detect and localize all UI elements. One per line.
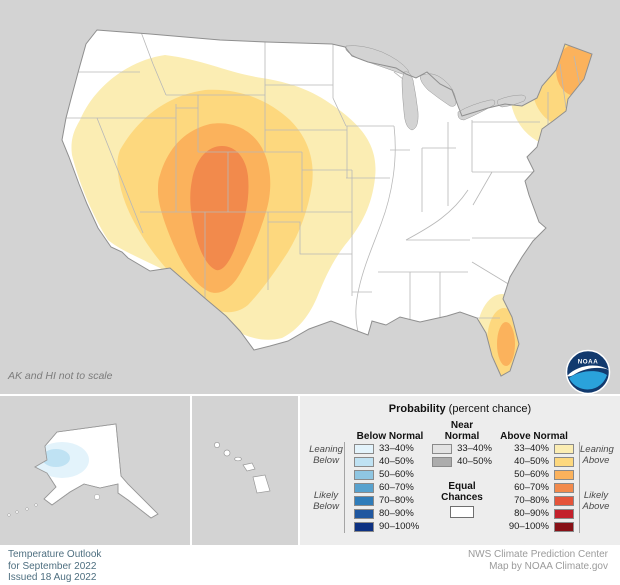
near-normal-column: Near Normal 33–40% 40–50% Equal Chances [432, 418, 492, 533]
legend-row-below-80-90: 80–90% [348, 507, 432, 520]
likely-below-label: Likely Below [308, 468, 345, 533]
legend-panel: Probability (percent chance) Leaning Bel… [300, 396, 620, 545]
lake-erie [457, 99, 496, 121]
legend-row-below-50-60: 50–60% [348, 468, 432, 481]
noaa-logo-ocean [569, 371, 607, 390]
legend-row-near-40-50: 40–50% [432, 455, 492, 468]
above-normal-header: Above Normal [500, 431, 568, 442]
legend-row-above-50-60: 50–60% [492, 468, 576, 481]
legend-row-below-90-100: 90–100% [348, 520, 432, 533]
caption-line-2: for September 2022 [8, 560, 97, 572]
aleutian-islands [7, 494, 100, 517]
legend-row-above-33-40: 33–40% [492, 442, 576, 455]
scale-note: AK and HI not to scale [8, 370, 113, 382]
credit-line-2: Map by NOAA Climate.gov [489, 560, 608, 572]
footer: Temperature Outlook for September 2022 I… [0, 545, 620, 585]
legend-row-above-60-70: 60–70% [492, 481, 576, 494]
legend-row-above-80-90: 80–90% [492, 507, 576, 520]
below-80-90-swatch [354, 508, 374, 519]
legend-row-below-70-80: 70–80% [348, 494, 432, 507]
equal-chances-label: Equal Chances [441, 481, 483, 503]
near-normal-header: Near Normal [444, 420, 480, 442]
hawaiian-islands [214, 442, 271, 494]
noaa-logo-bird-icon [567, 365, 609, 377]
legend-title: Probability (percent chance) [300, 403, 620, 415]
below-70-80-swatch [354, 495, 374, 506]
leaning-above-label: Leaning Above [579, 442, 614, 468]
legend-title-word: Probability [388, 403, 446, 415]
below-50-60-swatch [354, 469, 374, 480]
below-90-100-swatch [354, 521, 374, 532]
noaa-logo: NOAA [565, 349, 611, 395]
below-normal-header: Below Normal [356, 431, 424, 442]
credit-line-1: NWS Climate Prediction Center [467, 549, 608, 560]
above-80-90-swatch [554, 508, 574, 519]
alaska-inset [0, 396, 190, 545]
bottom-row: Probability (percent chance) Leaning Bel… [0, 396, 620, 545]
above-50-60-swatch [554, 469, 574, 480]
below-normal-column: Below Normal 33–40% 40–50% 50–60% 60–70%… [348, 418, 432, 533]
lake-huron [419, 73, 457, 107]
alaska-below-40-50-region [42, 449, 70, 467]
legend-row-below-40-50: 40–50% [348, 455, 432, 468]
legend-title-rest: (percent chance) [445, 403, 532, 415]
above-normal-column: Above Normal 33–40% 40–50% 50–60% 60–70%… [492, 418, 576, 533]
legend-row-above-90-100: 90–100% [492, 520, 576, 533]
above-90-100-swatch [554, 521, 574, 532]
above-70-80-swatch [554, 495, 574, 506]
below-33-40-swatch [354, 443, 374, 454]
below-side-labels: Leaning Below Likely Below [308, 418, 348, 533]
conus-map-svg [0, 0, 620, 394]
lake-michigan [401, 71, 419, 131]
equal-chances-swatch [450, 506, 474, 518]
hawaii-map-svg [192, 396, 298, 545]
legend-row-below-33-40: 33–40% [348, 442, 432, 455]
legend-body: Leaning Below Likely Below Below Normal … [300, 418, 620, 533]
leaning-below-label: Leaning Below [308, 442, 345, 468]
legend-row-above-40-50: 40–50% [492, 455, 576, 468]
credits: NWS Climate Prediction Center Map by NOA… [468, 549, 608, 585]
florida-above-50-60-region [497, 322, 515, 366]
hawaii-inset [192, 396, 298, 545]
caption-line-1: Temperature Outlook [8, 549, 102, 560]
alaska-map-svg [0, 396, 190, 545]
conus-map-panel: AK and HI not to scale NOAA [0, 0, 620, 395]
below-40-50-swatch [354, 456, 374, 467]
noaa-logo-text: NOAA [578, 359, 599, 366]
caption-line-3: Issued 18 Aug 2022 [8, 572, 97, 583]
below-60-70-swatch [354, 482, 374, 493]
map-caption: Temperature Outlook for September 2022 I… [8, 549, 101, 585]
likely-above-label: Likely Above [579, 468, 612, 533]
legend-row-near-33-40: 33–40% [432, 442, 492, 455]
near-33-40-swatch [432, 443, 453, 454]
above-33-40-swatch [554, 443, 574, 454]
near-40-50-swatch [432, 456, 453, 467]
state-borders [62, 31, 583, 333]
above-60-70-swatch [554, 482, 574, 493]
above-40-50-swatch [554, 456, 574, 467]
above-side-labels: Leaning Above Likely Above [576, 418, 614, 533]
legend-row-below-60-70: 60–70% [348, 481, 432, 494]
legend-row-above-70-80: 70–80% [492, 494, 576, 507]
hawaii-background [192, 396, 298, 545]
